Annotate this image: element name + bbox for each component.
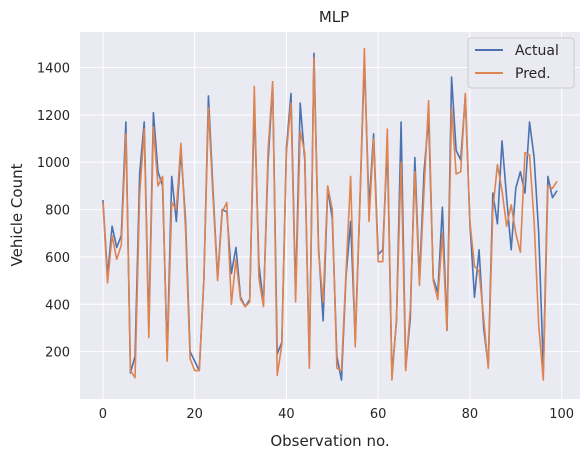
y-tick-label: 1200: [37, 109, 70, 124]
x-tick-label: 0: [99, 407, 107, 422]
x-tick-label: 80: [462, 407, 479, 422]
x-tick-label: 60: [370, 407, 387, 422]
y-tick-label: 400: [45, 298, 70, 313]
grid: [80, 32, 580, 399]
chart-title: MLP: [319, 8, 349, 26]
y-tick-label: 1400: [37, 62, 70, 77]
legend-label-pred: Pred.: [515, 66, 551, 82]
series-line-pred: [102, 47, 558, 381]
y-tick-label: 800: [45, 204, 70, 219]
legend-label-actual: Actual: [515, 43, 559, 59]
x-tick-label: 20: [186, 407, 203, 422]
series-layer: [102, 47, 558, 381]
x-axis-label: Observation no.: [270, 432, 389, 450]
tick-labels: 0 20 40 60 80 100 200 400 600 800 1000 1200 1400: [37, 62, 574, 422]
y-tick-label: 1000: [37, 156, 70, 171]
x-tick-label: 40: [278, 407, 295, 422]
y-tick-label: 600: [45, 251, 70, 266]
y-axis-label: Vehicle Count: [8, 163, 26, 266]
x-tick-label: 100: [549, 407, 574, 422]
legend: Actual Pred.: [467, 37, 575, 89]
y-tick-label: 200: [45, 346, 70, 361]
